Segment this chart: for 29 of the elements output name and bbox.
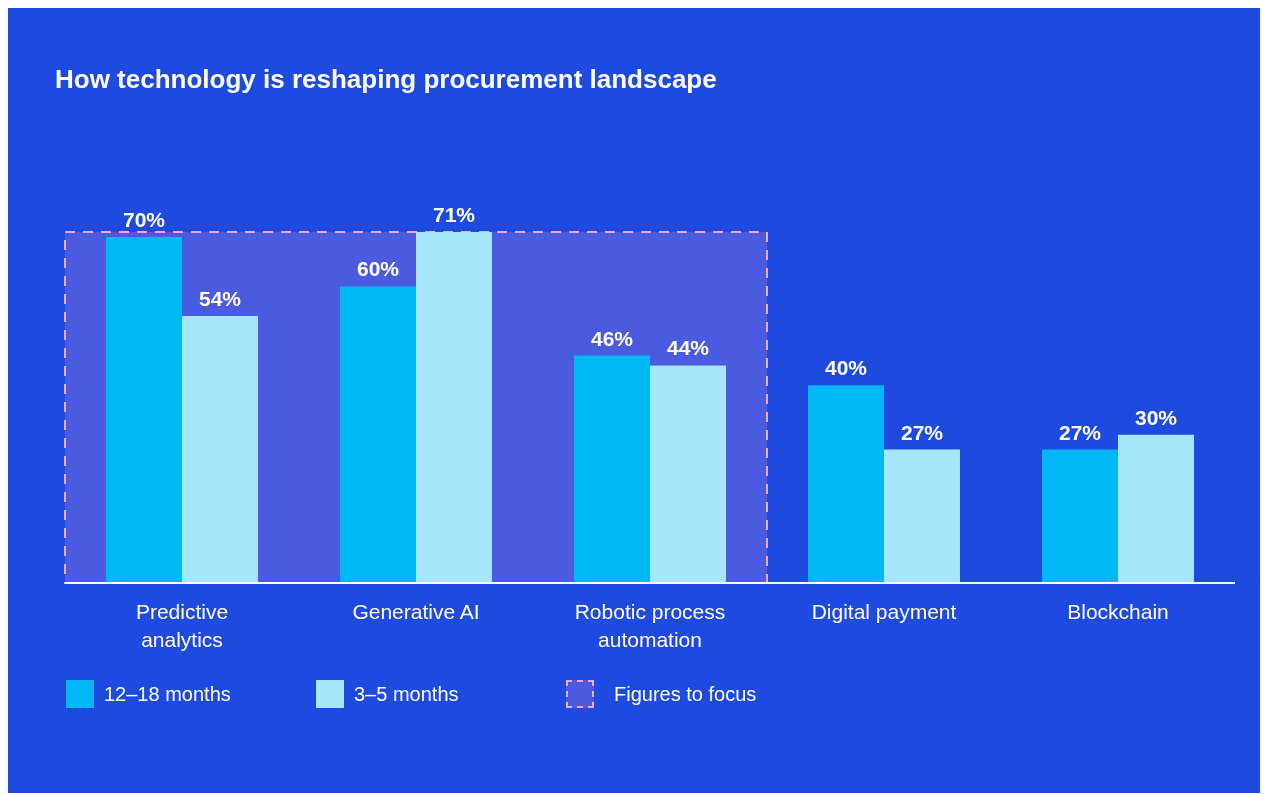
- data-label: 60%: [356, 257, 400, 281]
- data-label: 46%: [590, 326, 634, 350]
- bar: [1042, 449, 1118, 583]
- bar: [808, 385, 884, 583]
- x-tick-label: Digital payment: [811, 600, 957, 623]
- bar: [416, 232, 492, 583]
- data-label: 40%: [824, 356, 868, 380]
- x-tick-label: Predictive analytics: [135, 600, 229, 651]
- data-label: 27%: [1058, 420, 1102, 444]
- legend-label: 3–5 months: [354, 682, 459, 706]
- data-label: 27%: [900, 420, 944, 444]
- bar: [340, 286, 416, 583]
- bar: [1118, 434, 1194, 583]
- x-tick-label: Blockchain: [1067, 600, 1169, 623]
- bar: [650, 365, 726, 583]
- data-label: 54%: [198, 287, 242, 311]
- data-label: 30%: [1134, 405, 1178, 429]
- bar: [182, 316, 258, 583]
- bar: [106, 236, 182, 583]
- chart-title: How technology is reshaping procurement landscape: [55, 64, 717, 95]
- x-tick-label: Robotic process automation: [574, 600, 726, 651]
- bar: [574, 355, 650, 583]
- data-label: 71%: [432, 203, 476, 226]
- x-tick-label: Generative AI: [352, 600, 480, 623]
- data-label: 44%: [666, 336, 710, 360]
- legend-label: 12–18 months: [104, 682, 231, 706]
- data-label: 70%: [122, 207, 166, 231]
- bar: [884, 449, 960, 583]
- legend-label: Figures to focus: [614, 682, 757, 706]
